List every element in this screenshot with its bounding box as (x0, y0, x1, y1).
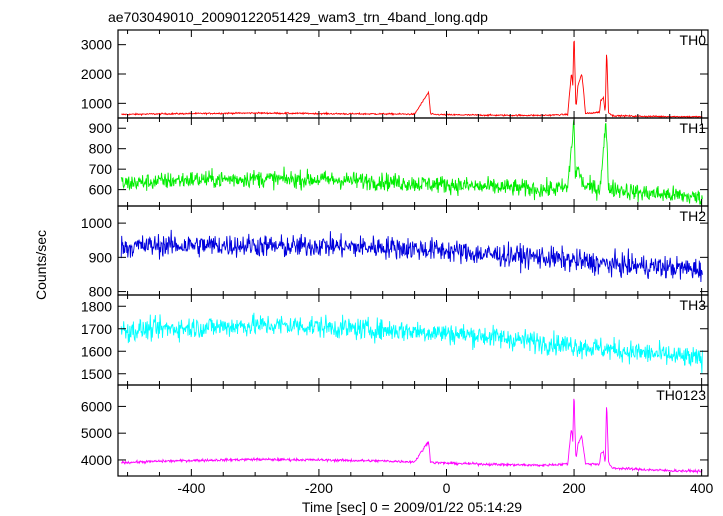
y-tick-label: 900 (89, 120, 113, 136)
y-tick-label: 800 (89, 284, 113, 300)
y-tick-label: 4000 (81, 452, 112, 468)
series-line-th0 (121, 40, 703, 119)
panel-th1: 600 700 800 900 TH1 (89, 117, 709, 207)
series-line-th2 (120, 229, 703, 283)
panel-th2: 800 900 1000 TH2 (81, 205, 709, 300)
series-name-label: TH0123 (656, 387, 706, 403)
series-line-th0123 (120, 398, 703, 475)
series-line-th3 (120, 312, 703, 374)
y-tick-label: 600 (89, 182, 113, 198)
series-name-label: TH1 (680, 120, 707, 136)
series-name-label: TH2 (680, 208, 707, 224)
x-tick-label: -400 (177, 480, 205, 496)
y-axis-label: Counts/sec (33, 230, 49, 300)
y-tick-label: 3000 (81, 37, 112, 53)
y-tick-label: 2000 (81, 66, 112, 82)
y-tick-label: 900 (89, 249, 113, 265)
panel-th0123: 4000 5000 6000 TH0123 (81, 384, 709, 477)
series-name-label: TH3 (680, 297, 707, 313)
y-tick-label: 1600 (81, 343, 112, 359)
panel-frame (117, 384, 709, 477)
y-tick-label: 800 (89, 141, 113, 157)
panel-th0: 1000 2000 3000 TH0 (81, 29, 709, 119)
y-tick-label: 1000 (81, 95, 112, 111)
x-tick-label: 400 (690, 480, 714, 496)
y-tick-label: 700 (89, 161, 113, 177)
y-tick-label: 6000 (81, 398, 112, 414)
x-axis-label: Time [sec] 0 = 2009/01/22 05:14:29 (302, 499, 522, 515)
y-tick-label: 1800 (81, 298, 112, 314)
panel-th3: 1500 1600 1700 1800 TH3 (81, 294, 709, 386)
x-tick-label: 200 (562, 480, 586, 496)
chart-title: ae703049010_20090122051429_wam3_trn_4ban… (108, 9, 488, 25)
series-name-label: TH0 (680, 32, 707, 48)
y-tick-label: 1000 (81, 215, 112, 231)
y-tick-label: 1700 (81, 321, 112, 337)
y-tick-label: 1500 (81, 366, 112, 382)
series-line-th1 (120, 119, 703, 205)
x-tick-label: 0 (443, 480, 451, 496)
y-tick-label: 5000 (81, 425, 112, 441)
panel-frame (117, 205, 709, 296)
x-tick-label: -200 (305, 480, 333, 496)
panel-frame (117, 29, 709, 119)
